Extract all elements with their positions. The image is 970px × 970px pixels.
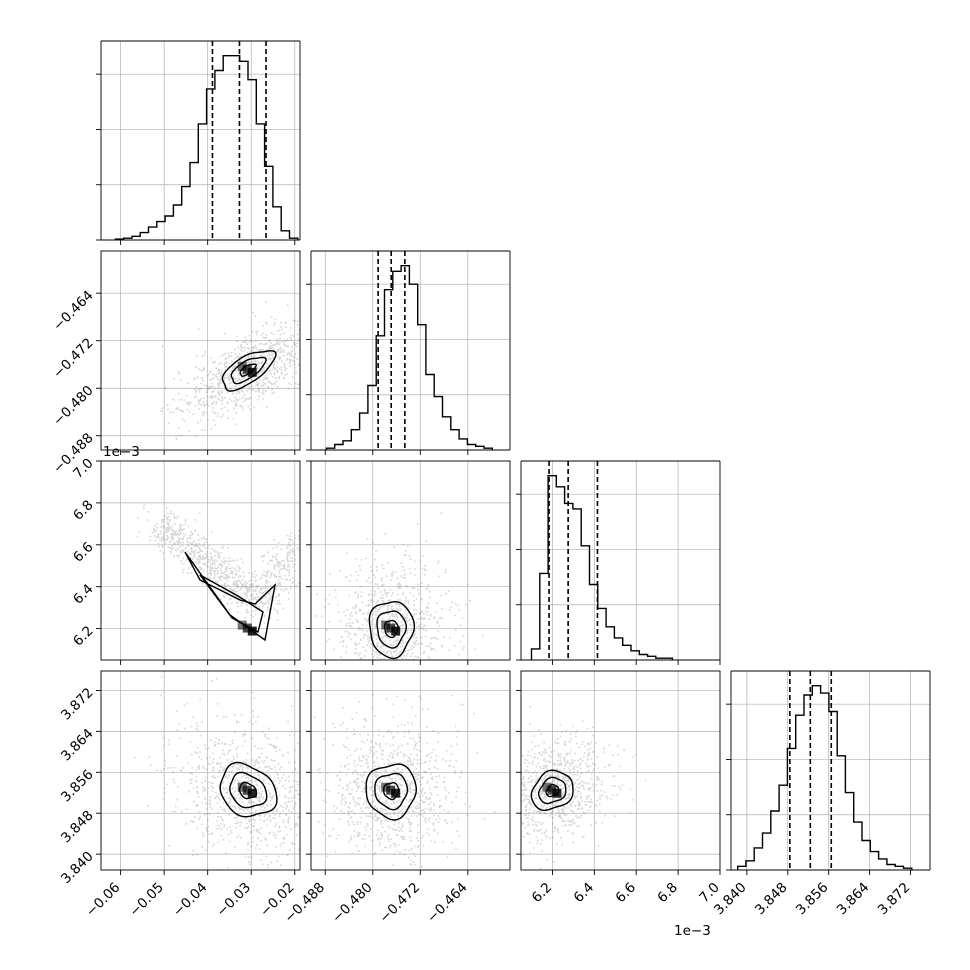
contour-line [230,356,267,385]
x-tick-label: −0.464 [424,879,471,926]
density-cell [242,364,252,374]
contour-line [538,776,567,805]
contour-line [374,772,409,811]
y-tick-label: 3.848 [58,808,97,847]
scatter-panel-1-0 [101,251,300,450]
x-tick-label: 3.848 [752,880,791,919]
scatter-panel-2-1-content [311,461,510,660]
density-cell [391,788,401,798]
density-cell [386,785,396,795]
density-cell [247,367,257,377]
scatter-panel-2-0-content [101,461,300,660]
scatter-points [311,694,496,868]
y-tick-label: 6.2 [70,623,97,650]
y-tick-label: 6.6 [70,539,97,566]
density-cell [547,785,557,795]
contour-line [199,574,264,634]
x-tick-label: 6.8 [654,880,681,907]
histogram-step [737,685,913,870]
scatter-panel-2-1-frame [310,460,511,661]
density-cell [381,620,391,630]
x-tick-label: −0.472 [376,880,423,927]
x-tick-label: 3.864 [834,879,873,918]
scatter-panel-3-2-content [521,671,720,870]
scatter-points [160,301,300,440]
y-tick-label: 6.4 [70,581,97,608]
y-tick-label: 3.872 [58,685,97,724]
density-cell [237,620,247,630]
contour-line [229,771,268,809]
scatter-points [134,675,300,869]
contour-line [530,769,574,812]
x-tick-label: −0.480 [329,880,376,927]
y-tick-label: 6.8 [70,497,97,524]
contour-line [238,781,258,800]
scatter-panel-3-0-frame [100,670,301,871]
y-tick-label: 3.864 [58,726,97,765]
x-tick-label: −0.05 [126,879,167,920]
x-tick-label: −0.03 [213,879,254,920]
scatter-panel-2-1 [311,461,510,660]
x-tick-label: 6.4 [571,880,598,907]
scatter-points [521,706,647,870]
density-cell [237,782,247,792]
density-cell [391,626,401,636]
x-tick-label: 6.2 [529,879,556,906]
scatter-points [136,504,300,624]
density-cell [247,788,257,798]
x-tick-label: 6.6 [613,880,640,907]
y-tick-label: 3.856 [58,767,97,806]
y-tick-label: 3.840 [58,848,97,887]
density-cell [242,785,252,795]
contour-line [184,551,277,642]
contour-line [545,783,560,798]
scatter-panel-2-0-frame [100,460,301,661]
contour-line [368,600,416,660]
density-cell [381,782,391,792]
contour-line [239,363,257,377]
histogram-step [114,55,299,240]
scatter-panel-3-0-content [101,671,300,870]
x-tick-label: 3.872 [875,880,914,919]
histogram-step [325,265,493,450]
y-tick-label: −0.472 [50,335,97,382]
scatter-panel-1-0-frame [100,250,301,451]
density-cell [552,788,562,798]
scatter-panel-3-2-frame [520,670,721,871]
scatter-panel-3-1 [311,671,510,870]
density-cell [386,623,396,633]
density-cell [237,361,247,371]
contour-line [219,761,278,818]
scatter-panel-3-1-content [311,671,510,870]
y-tick-label: −0.480 [50,383,97,430]
contour-line [365,763,418,821]
y-offset-label: 1e−3 [103,444,140,460]
scatter-panel-1-0-content [101,251,300,450]
contour-line [383,619,399,639]
contour-line [383,781,400,801]
contour-line [221,350,277,392]
scatter-panel-3-2 [521,671,720,870]
scatter-panel-3-1-frame [310,670,511,871]
density-cell [542,782,552,792]
x-offset-label: 1e−3 [674,923,711,939]
x-tick-label: −0.06 [83,880,124,921]
contour-line [376,610,408,649]
x-tick-label: 3.856 [793,880,832,919]
scatter-panel-2-0 [101,461,300,660]
y-tick-label: −0.464 [50,288,97,335]
scatter-panel-3-0 [101,671,300,870]
x-tick-label: −0.04 [170,880,211,921]
